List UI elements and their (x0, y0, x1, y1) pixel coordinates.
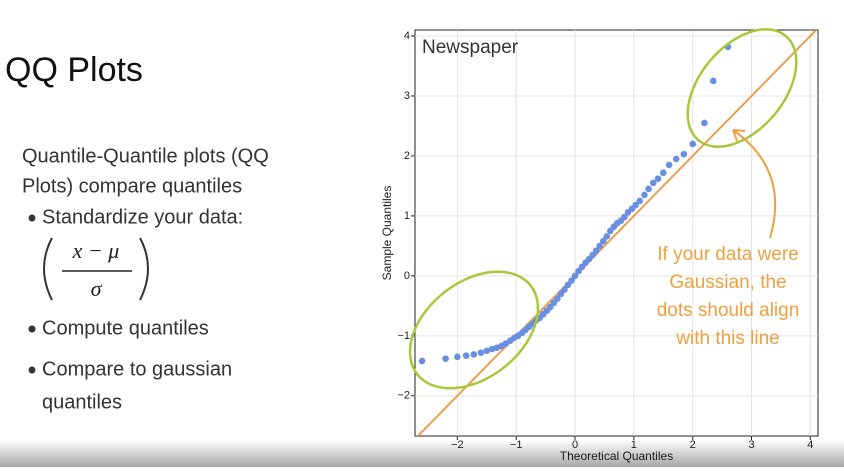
bullet: Compute quantiles (42, 317, 209, 339)
bullet: quantiles (42, 391, 122, 413)
point (649, 179, 657, 187)
point (462, 352, 470, 359)
point (672, 155, 680, 163)
bullet: Standardize your data: (42, 206, 243, 228)
point (701, 119, 708, 127)
point (483, 347, 491, 355)
highlight-ellipse (408, 270, 540, 390)
annotation: with this line (675, 328, 780, 349)
y-tick-label: −1 (397, 330, 410, 342)
point (568, 277, 575, 284)
point (632, 201, 639, 209)
point (603, 232, 611, 240)
point (470, 351, 478, 358)
point (689, 140, 696, 148)
point (561, 286, 568, 293)
point (592, 247, 600, 254)
point (418, 357, 426, 365)
paren (43, 237, 53, 301)
y-tick-label: 2 (404, 150, 410, 162)
intro-line: Plots) compare quantiles (22, 175, 242, 197)
point (454, 353, 461, 361)
y-axis-label: Sample Quantiles (380, 186, 394, 281)
annotation-arrow (732, 129, 777, 239)
point (636, 197, 644, 205)
bullet-dot (28, 325, 36, 333)
y-tick-label: 1 (404, 210, 410, 222)
bottom-shade (0, 440, 844, 467)
point (502, 340, 509, 347)
y-tick-label: −2 (397, 390, 410, 402)
point (709, 77, 717, 85)
point (665, 161, 673, 169)
point (477, 349, 485, 356)
chart-title: Newspaper (422, 37, 519, 58)
plot-content (416, 30, 818, 436)
point (621, 213, 628, 221)
formula-denominator: σ (91, 276, 103, 301)
slide-title: QQ Plots (5, 51, 143, 89)
bullet-dot (28, 214, 36, 222)
point (571, 272, 579, 280)
point (645, 185, 652, 193)
y-tick-label: 0 (404, 270, 410, 282)
annotation: Gaussian, the (669, 272, 786, 293)
point (680, 150, 688, 158)
bullet: Compare to gaussian (42, 358, 232, 380)
point (554, 295, 561, 302)
point (659, 169, 667, 177)
point (654, 175, 662, 183)
reference-line (416, 30, 818, 436)
point (442, 355, 449, 362)
formula-numerator: x − μ (72, 238, 120, 263)
point (596, 242, 604, 250)
paren (139, 237, 149, 301)
point (599, 237, 607, 245)
annotation: dots should align (657, 300, 800, 321)
annotation: If your data were (657, 244, 799, 265)
highlight-ellipse (686, 28, 798, 148)
intro-line: Quantile-Quantile plots (QQ (22, 145, 269, 167)
y-tick-label: 3 (404, 90, 410, 102)
bullet-dot (28, 366, 36, 374)
y-tick-label: 4 (404, 30, 410, 42)
point (641, 191, 648, 199)
